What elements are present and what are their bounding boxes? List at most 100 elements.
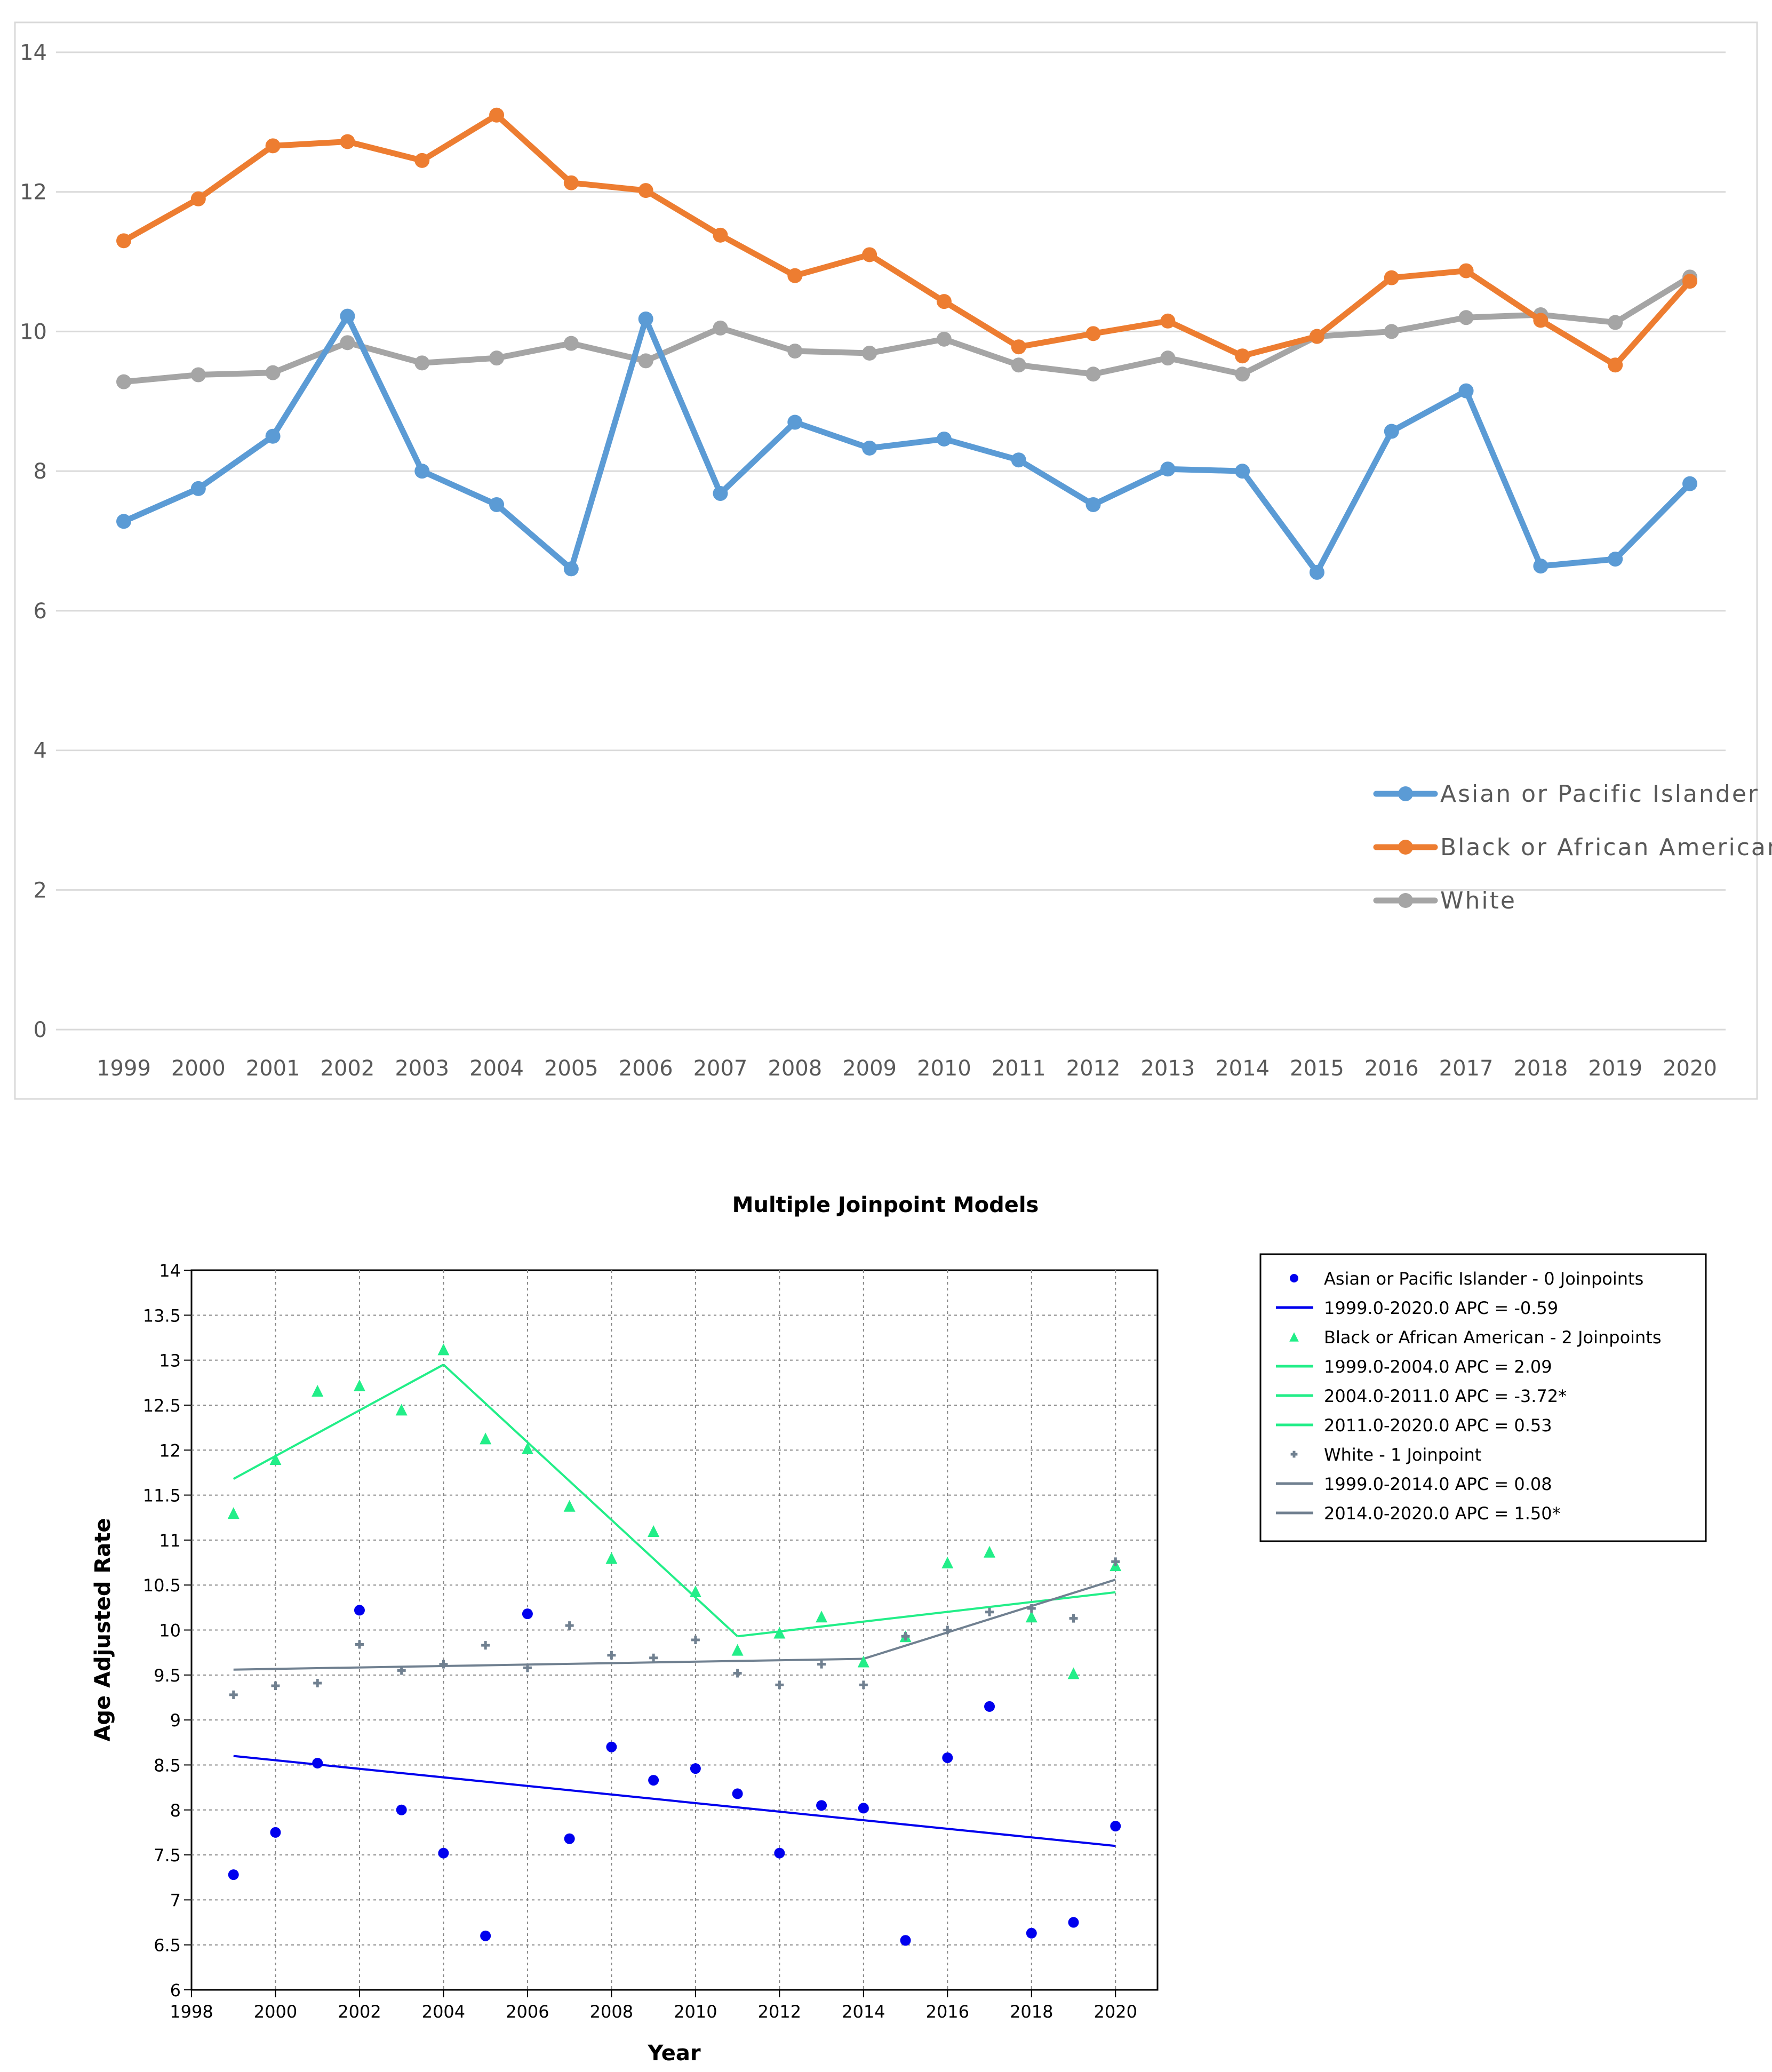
bottom-data-point bbox=[691, 1636, 700, 1645]
top-x-tick-label: 2006 bbox=[619, 1056, 673, 1081]
top-data-point bbox=[1608, 357, 1623, 373]
bottom-x-tick-label: 1998 bbox=[170, 2002, 213, 2022]
top-chart-gridlines bbox=[56, 51, 1726, 1031]
top-x-tick-label: 2015 bbox=[1290, 1056, 1344, 1081]
bottom-y-tick-label: 8.5 bbox=[154, 1755, 181, 1775]
top-data-point bbox=[638, 353, 653, 369]
bottom-x-tick-label: 2000 bbox=[254, 2002, 297, 2022]
top-data-point bbox=[265, 365, 281, 380]
bottom-data-point bbox=[775, 1680, 784, 1690]
bottom-data-point bbox=[984, 1545, 996, 1558]
bottom-data-point bbox=[984, 1701, 995, 1712]
bottom-y-tick-label: 10.5 bbox=[143, 1575, 181, 1596]
top-x-tick-label: 2020 bbox=[1663, 1056, 1717, 1081]
bottom-data-point bbox=[816, 1611, 828, 1623]
bottom-data-point bbox=[858, 1803, 869, 1814]
bottom-legend-label: 2011.0-2020.0 APC = 0.53 bbox=[1324, 1415, 1552, 1436]
bottom-y-tick-label: 13 bbox=[159, 1351, 181, 1371]
top-data-point bbox=[414, 464, 430, 479]
top-data-point bbox=[1458, 383, 1474, 399]
bottom-data-point bbox=[985, 1607, 994, 1616]
top-legend-swatch-marker bbox=[1398, 786, 1413, 801]
top-data-point bbox=[1458, 310, 1474, 325]
bottom-data-point bbox=[481, 1641, 490, 1650]
bottom-data-point bbox=[227, 1507, 240, 1519]
bottom-data-point bbox=[521, 1442, 533, 1454]
bottom-y-tick-label: 9 bbox=[170, 1710, 181, 1731]
bottom-data-point bbox=[1025, 1611, 1037, 1623]
top-chart-frame bbox=[14, 21, 1758, 1100]
bottom-data-point bbox=[689, 1585, 701, 1597]
top-data-point bbox=[116, 514, 131, 529]
top-data-point bbox=[340, 134, 355, 149]
top-x-tick-label: 2001 bbox=[246, 1056, 300, 1081]
bottom-y-tick-label: 6.5 bbox=[154, 1935, 181, 1956]
bottom-data-point bbox=[438, 1847, 449, 1859]
bottom-data-point bbox=[901, 1632, 910, 1641]
bottom-chart-gridlines bbox=[191, 1270, 1158, 1990]
bottom-fit-segment bbox=[443, 1364, 738, 1637]
bottom-y-tick-label: 11 bbox=[159, 1531, 181, 1551]
bottom-y-tick-label: 13.5 bbox=[143, 1305, 181, 1326]
bottom-data-point bbox=[649, 1653, 658, 1662]
bottom-data-point bbox=[690, 1763, 701, 1774]
bottom-data-point bbox=[396, 1804, 407, 1815]
top-legend-swatch-marker bbox=[1398, 840, 1413, 855]
bottom-data-point bbox=[564, 1833, 575, 1844]
top-data-point bbox=[936, 331, 952, 347]
top-x-tick-label: 2010 bbox=[917, 1056, 971, 1081]
top-series-line bbox=[121, 313, 1693, 576]
bottom-data-point bbox=[1068, 1917, 1079, 1928]
top-data-point bbox=[862, 247, 877, 262]
bottom-chart-x-axis: 1998 2000 2002 2004 2006 2008 2010 2012 2014 2016… bbox=[170, 1990, 1137, 2022]
bottom-legend-marker bbox=[1289, 1332, 1299, 1342]
top-data-point bbox=[340, 308, 355, 324]
top-data-point bbox=[1682, 476, 1697, 491]
top-data-point bbox=[1235, 464, 1250, 479]
top-data-point bbox=[862, 345, 877, 361]
bottom-data-point bbox=[563, 1500, 576, 1512]
bottom-data-point bbox=[354, 1605, 365, 1616]
bottom-data-point bbox=[943, 1625, 952, 1635]
top-x-tick-label: 2004 bbox=[469, 1056, 524, 1081]
bottom-chart-fit-lines bbox=[233, 1364, 1116, 1847]
top-data-point bbox=[116, 233, 131, 249]
bottom-chart-x-label: Year bbox=[647, 2041, 700, 2066]
bottom-data-point bbox=[522, 1608, 533, 1620]
bottom-data-point bbox=[648, 1525, 660, 1537]
top-data-point bbox=[638, 183, 653, 198]
top-series-line bbox=[121, 112, 1693, 368]
bottom-data-point bbox=[228, 1869, 239, 1880]
bottom-data-point bbox=[439, 1660, 448, 1669]
bottom-y-tick-label: 7 bbox=[170, 1890, 181, 1910]
bottom-y-tick-label: 14 bbox=[159, 1261, 181, 1281]
top-line-chart: 0 2 4 6 8 10 12 14 1999 2000 2001 2002 2003 2004 2005… bbox=[14, 21, 1772, 1100]
bottom-data-point bbox=[733, 1669, 742, 1678]
top-chart-legend: Asian or Pacific Islander Black or Africa… bbox=[1373, 780, 1772, 914]
bottom-data-point bbox=[437, 1343, 450, 1356]
top-data-point bbox=[1011, 452, 1026, 468]
top-y-tick-label: 14 bbox=[20, 41, 47, 65]
top-x-tick-label: 1999 bbox=[97, 1056, 151, 1081]
top-x-tick-label: 2017 bbox=[1439, 1056, 1494, 1081]
top-chart-y-axis: 0 2 4 6 8 10 12 14 bbox=[20, 41, 47, 1042]
top-y-tick-label: 6 bbox=[34, 599, 47, 624]
top-data-point bbox=[1384, 324, 1399, 339]
top-data-point bbox=[563, 561, 579, 577]
top-x-tick-label: 2009 bbox=[842, 1056, 897, 1081]
bottom-data-point bbox=[605, 1552, 618, 1564]
bottom-data-point bbox=[480, 1930, 491, 1941]
top-series-line bbox=[121, 274, 1693, 385]
bottom-data-point bbox=[270, 1827, 281, 1838]
bottom-y-tick-label: 10 bbox=[159, 1621, 181, 1641]
bottom-chart-y-label: Age Adjusted Rate bbox=[91, 1518, 115, 1741]
bottom-legend-box bbox=[1259, 1253, 1707, 1542]
bottom-y-tick-label: 12.5 bbox=[143, 1396, 181, 1416]
bottom-legend-label: 1999.0-2020.0 APC = -0.59 bbox=[1324, 1298, 1558, 1318]
bottom-legend-marker bbox=[1290, 1274, 1298, 1282]
top-y-tick-label: 4 bbox=[34, 739, 47, 763]
top-data-point bbox=[489, 497, 505, 512]
top-data-point bbox=[1384, 424, 1399, 439]
bottom-x-tick-label: 2018 bbox=[1010, 2002, 1053, 2022]
